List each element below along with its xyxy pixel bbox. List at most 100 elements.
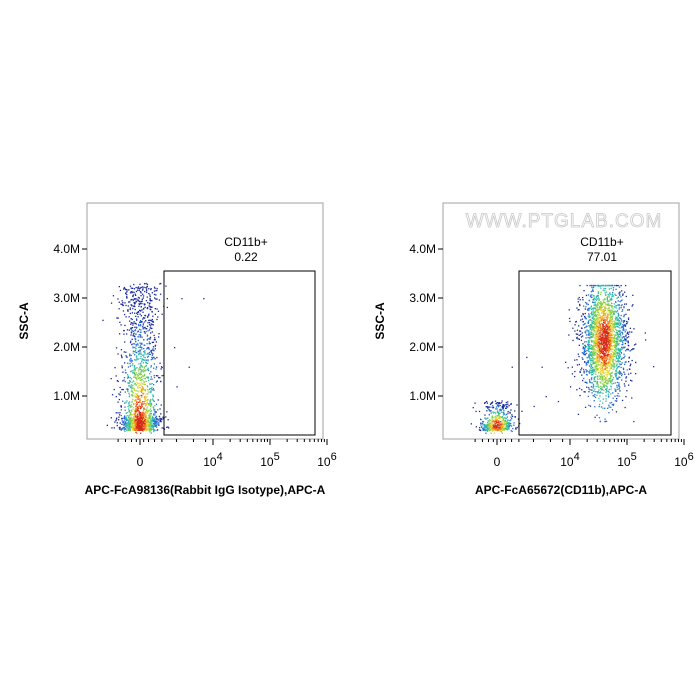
- event-point: [123, 427, 125, 429]
- event-point: [620, 296, 622, 298]
- event-point: [584, 327, 586, 329]
- event-point: [599, 303, 601, 305]
- event-point: [591, 324, 593, 326]
- event-point: [608, 362, 610, 364]
- event-point: [136, 409, 138, 411]
- event-point: [144, 317, 146, 319]
- event-point: [156, 308, 158, 310]
- event-point: [491, 429, 494, 431]
- event-point: [144, 389, 146, 391]
- event-point: [606, 316, 608, 318]
- event-point: [589, 326, 592, 329]
- event-point: [605, 349, 607, 352]
- event-point: [122, 302, 124, 304]
- event-point: [495, 429, 498, 431]
- event-point: [130, 323, 132, 325]
- event-point: [605, 343, 607, 345]
- event-point: [129, 359, 131, 361]
- event-point: [572, 327, 574, 329]
- event-point: [129, 301, 131, 303]
- event-point: [595, 351, 597, 354]
- event-point: [132, 429, 134, 431]
- event-point: [592, 354, 595, 356]
- event-point: [582, 313, 584, 315]
- event-point: [615, 346, 617, 348]
- event-point: [597, 348, 599, 350]
- event-point: [487, 425, 489, 427]
- event-point: [135, 327, 138, 329]
- event-point: [594, 362, 596, 364]
- event-point: [644, 332, 646, 334]
- event-point: [607, 323, 609, 325]
- event-point: [612, 325, 614, 327]
- event-point: [602, 289, 604, 291]
- event-point: [596, 309, 598, 311]
- event-point: [480, 422, 482, 425]
- event-point: [607, 321, 609, 323]
- event-point: [601, 337, 603, 339]
- event-point: [598, 299, 600, 301]
- event-point: [136, 355, 138, 357]
- event-point: [616, 333, 618, 335]
- event-point: [571, 373, 574, 375]
- event-point: [506, 426, 509, 428]
- event-point: [151, 389, 153, 391]
- event-point: [136, 404, 138, 406]
- event-point: [141, 413, 143, 416]
- event-point: [604, 420, 606, 423]
- event-point: [487, 417, 489, 419]
- event-point: [143, 303, 145, 305]
- event-point: [498, 417, 500, 419]
- event-point: [124, 406, 126, 408]
- event-point: [155, 420, 158, 422]
- event-point: [593, 299, 595, 301]
- event-point: [589, 354, 591, 356]
- event-point: [626, 320, 628, 323]
- event-point: [139, 320, 142, 322]
- event-point: [617, 304, 619, 306]
- event-point: [597, 291, 599, 293]
- event-point: [593, 297, 596, 299]
- event-point: [612, 397, 614, 399]
- event-point: [592, 374, 594, 376]
- event-point: [617, 313, 620, 315]
- event-point: [583, 353, 585, 356]
- event-point: [149, 417, 151, 419]
- event-point: [138, 305, 140, 307]
- event-point: [606, 382, 608, 384]
- event-point: [128, 421, 130, 423]
- event-point: [153, 400, 155, 402]
- event-point: [615, 352, 617, 354]
- event-point: [131, 318, 133, 321]
- event-point: [516, 404, 518, 406]
- event-point: [584, 301, 587, 304]
- event-point: [143, 356, 145, 358]
- event-point: [584, 312, 586, 315]
- event-point: [151, 356, 153, 359]
- event-point: [118, 414, 121, 416]
- event-point: [590, 367, 592, 369]
- event-point: [587, 344, 589, 346]
- event-point: [579, 330, 581, 332]
- event-point: [601, 373, 603, 375]
- event-point: [128, 402, 130, 404]
- event-point: [140, 353, 142, 356]
- event-point: [138, 288, 141, 290]
- event-point: [609, 337, 611, 339]
- x-tick-label: 106: [317, 451, 336, 469]
- event-point: [596, 330, 598, 332]
- event-point: [139, 321, 141, 323]
- event-point: [146, 285, 148, 287]
- event-point: [583, 290, 585, 292]
- event-point: [630, 363, 632, 365]
- event-point: [482, 429, 484, 431]
- event-point: [591, 392, 593, 394]
- event-point: [143, 354, 145, 356]
- event-point: [139, 324, 142, 326]
- event-point: [135, 399, 137, 401]
- event-point: [483, 428, 485, 430]
- event-point: [604, 407, 606, 409]
- event-point: [143, 424, 145, 426]
- event-point: [128, 409, 131, 412]
- event-point: [138, 404, 140, 406]
